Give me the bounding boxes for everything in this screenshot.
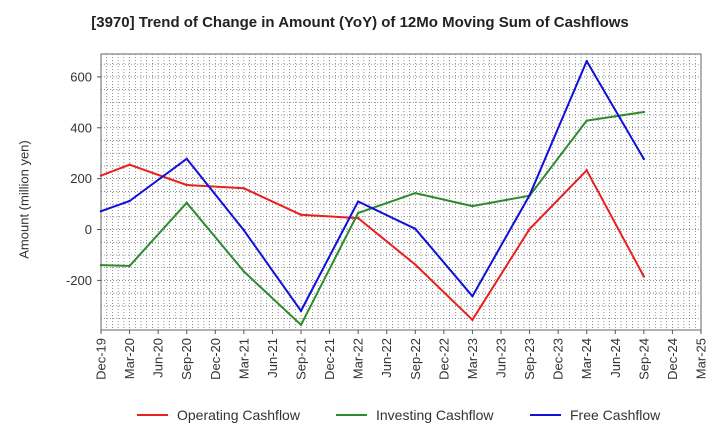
data-point-free-cashflow [414, 227, 417, 230]
data-point-investing-cashflow [99, 263, 103, 267]
data-point-investing-cashflow [128, 264, 131, 268]
data-point-free-cashflow [128, 199, 131, 203]
data-point-operating-cashflow [242, 187, 246, 190]
legend-label-operating-cashflow: Operating Cashflow [177, 407, 301, 423]
x-tick-label: Sep-21 [294, 338, 309, 380]
legend-label-investing-cashflow: Investing Cashflow [376, 407, 494, 423]
data-point-free-cashflow [471, 294, 474, 298]
data-point-operating-cashflow [128, 163, 131, 166]
x-tick-label: Dec-20 [208, 338, 223, 380]
data-point-investing-cashflow [185, 201, 188, 205]
x-tick-label: Sep-20 [179, 338, 194, 380]
x-tick-label: Dec-24 [665, 338, 680, 380]
x-tick-label: Dec-19 [94, 338, 109, 380]
x-tick-label: Jun-22 [379, 338, 394, 378]
x-tick-label: Sep-24 [636, 338, 651, 380]
data-point-investing-cashflow [642, 110, 646, 114]
x-tick-label: Mar-24 [579, 338, 594, 379]
data-point-investing-cashflow [471, 204, 474, 208]
data-point-operating-cashflow [414, 263, 417, 266]
y-tick-label: 200 [70, 171, 92, 186]
data-point-investing-cashflow [299, 323, 303, 327]
x-tick-label: Jun-20 [151, 338, 166, 378]
data-point-investing-cashflow [356, 211, 360, 215]
data-point-operating-cashflow [528, 227, 531, 231]
y-tick-label: 600 [70, 69, 92, 84]
chart-title: [3970] Trend of Change in Amount (YoY) o… [91, 14, 629, 31]
data-point-investing-cashflow [585, 119, 588, 122]
data-point-free-cashflow [585, 59, 588, 63]
data-point-free-cashflow [99, 210, 103, 213]
x-tick-label: Jun-21 [265, 338, 280, 378]
legend-label-free-cashflow: Free Cashflow [570, 407, 661, 423]
plot-area [100, 53, 702, 331]
data-point-free-cashflow [642, 157, 646, 161]
data-point-investing-cashflow [414, 191, 417, 195]
x-tick-label: Sep-23 [522, 338, 537, 380]
x-tick-label: Mar-22 [351, 338, 366, 379]
data-point-operating-cashflow [585, 169, 588, 172]
data-point-free-cashflow [185, 157, 188, 161]
data-point-operating-cashflow [642, 275, 646, 278]
x-tick-label: Jun-23 [494, 338, 509, 378]
x-tick-label: Mar-23 [465, 338, 480, 379]
data-point-operating-cashflow [99, 174, 103, 177]
x-tick-label: Dec-21 [322, 338, 337, 380]
data-point-operating-cashflow [185, 183, 188, 187]
data-point-operating-cashflow [356, 216, 360, 220]
x-tick-label: Dec-23 [551, 338, 566, 380]
data-point-free-cashflow [528, 193, 531, 197]
data-point-free-cashflow [356, 200, 360, 203]
x-tick-label: Mar-21 [236, 338, 251, 379]
x-tick-label: Mar-20 [122, 338, 137, 379]
data-point-operating-cashflow [471, 318, 474, 322]
x-tick-label: Jun-24 [608, 338, 623, 378]
x-tick-label: Mar-25 [694, 338, 709, 379]
x-tick-label: Dec-22 [436, 338, 451, 380]
y-tick-label: 0 [85, 222, 92, 237]
y-tick-label: 400 [70, 120, 92, 135]
data-point-operating-cashflow [299, 213, 303, 216]
data-point-free-cashflow [242, 229, 246, 232]
data-point-investing-cashflow [242, 270, 246, 273]
x-tick-label: Sep-22 [408, 338, 423, 380]
data-point-free-cashflow [299, 309, 303, 313]
y-tick-label: -200 [66, 273, 92, 288]
